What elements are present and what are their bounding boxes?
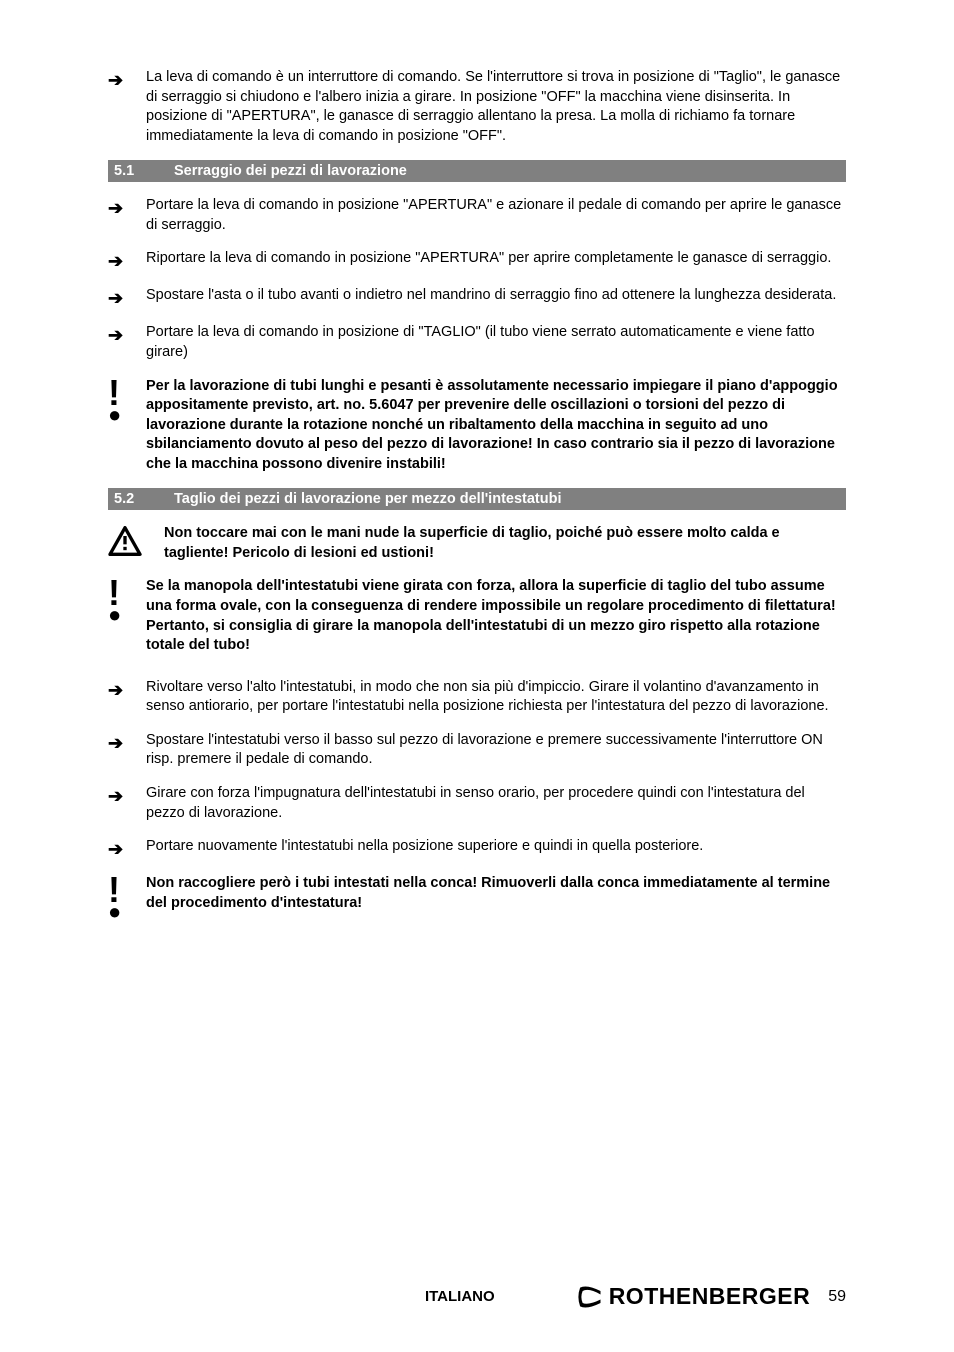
list-item: ➔ Spostare l'asta o il tubo avanti o ind… [108,286,846,309]
section-header-51: 5.1 Serraggio dei pezzi di lavorazione [108,160,846,182]
page-footer: ITALIANO ROTHENBERGER 59 [0,1283,954,1310]
arrow-icon: ➔ [108,678,146,717]
arrow-icon: ➔ [108,249,146,272]
caution-text: Non toccare mai con le mani nude la supe… [164,524,846,563]
warning-row: !● Non raccogliere però i tubi intestati… [108,874,846,916]
section-number: 5.2 [114,491,174,507]
arrow-icon: ➔ [108,196,146,235]
warning-text: Non raccogliere però i tubi intestati ne… [146,874,846,916]
arrow-icon: ➔ [108,286,146,309]
warning-text: Se la manopola dell'intestatubi viene gi… [146,577,846,655]
section-number: 5.1 [114,163,174,179]
list-text: Riportare la leva di comando in posizion… [146,249,846,272]
exclamation-icon: !● [108,874,146,916]
warning-row: !● Per la lavorazione di tubi lunghi e p… [108,377,846,475]
footer-page-number: 59 [828,1288,846,1306]
list-text: Portare la leva di comando in posizione … [146,323,846,362]
section-title: Taglio dei pezzi di lavorazione per mezz… [174,491,840,507]
page-content: ➔ La leva di comando è un interruttore d… [0,0,954,916]
footer-brand-text: ROTHENBERGER [609,1283,811,1310]
list-text: Rivoltare verso l'alto l'intestatubi, in… [146,678,846,717]
arrow-icon: ➔ [108,323,146,362]
warning-triangle-icon [108,524,164,563]
brand-logo-icon [575,1284,609,1310]
exclamation-icon: !● [108,577,146,655]
list-item: ➔ Rivoltare verso l'alto l'intestatubi, … [108,678,846,717]
list-item: ➔ Girare con forza l'impugnatura dell'in… [108,784,846,823]
list-item: ➔ Riportare la leva di comando in posizi… [108,249,846,272]
list-text: Girare con forza l'impugnatura dell'inte… [146,784,846,823]
intro-row: ➔ La leva di comando è un interruttore d… [108,68,846,146]
list-text: Portare la leva di comando in posizione … [146,196,846,235]
arrow-icon: ➔ [108,837,146,860]
arrow-icon: ➔ [108,784,146,823]
list-item: ➔ Portare la leva di comando in posizion… [108,196,846,235]
list-text: Spostare l'asta o il tubo avanti o indie… [146,286,846,309]
intro-text: La leva di comando è un interruttore di … [146,68,846,146]
list-text: Spostare l'intestatubi verso il basso su… [146,731,846,770]
warning-text: Per la lavorazione di tubi lunghi e pesa… [146,377,846,475]
footer-language: ITALIANO [425,1288,495,1305]
section-title: Serraggio dei pezzi di lavorazione [174,163,840,179]
list-item: ➔ Portare la leva di comando in posizion… [108,323,846,362]
caution-row: Non toccare mai con le mani nude la supe… [108,524,846,563]
list-item: ➔ Portare nuovamente l'intestatubi nella… [108,837,846,860]
arrow-icon: ➔ [108,68,146,146]
section-header-52: 5.2 Taglio dei pezzi di lavorazione per … [108,488,846,510]
list-item: ➔ Spostare l'intestatubi verso il basso … [108,731,846,770]
exclamation-icon: !● [108,377,146,475]
list-text: Portare nuovamente l'intestatubi nella p… [146,837,846,860]
arrow-icon: ➔ [108,731,146,770]
footer-brand: ROTHENBERGER [575,1283,811,1310]
warning-row: !● Se la manopola dell'intestatubi viene… [108,577,846,655]
